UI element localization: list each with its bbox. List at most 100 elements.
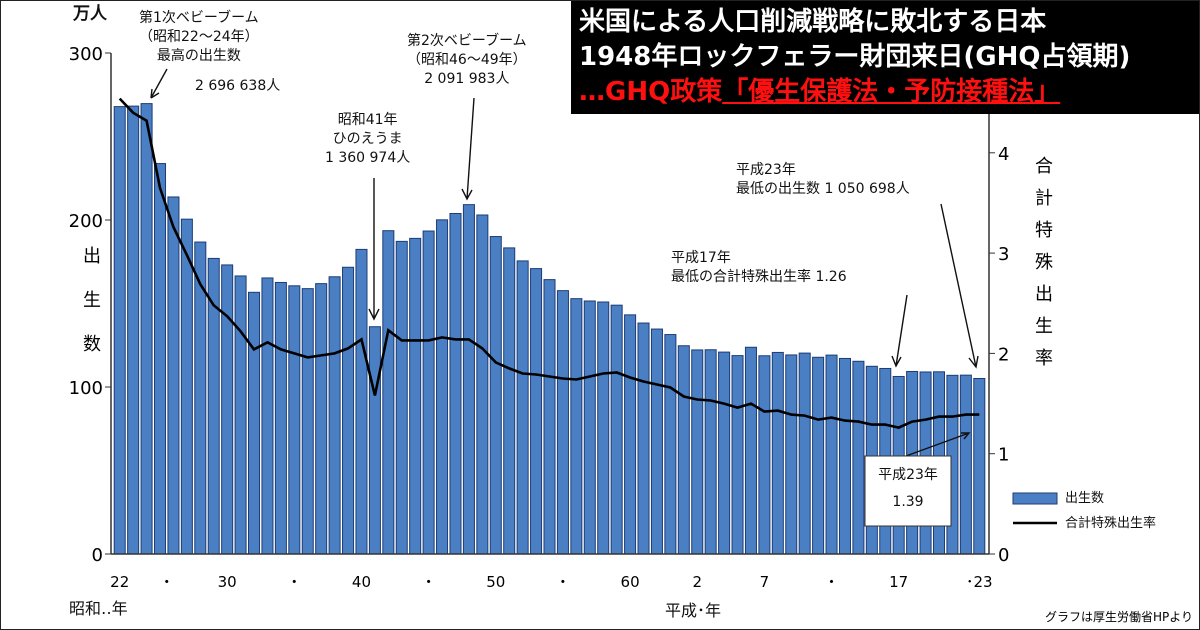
annotation-boom1-value: 2 696 638人 [195, 78, 281, 94]
bar-1947 [113, 106, 126, 555]
callout-text: 平成23年 1.39 [865, 466, 951, 512]
bar-1965 [355, 248, 368, 555]
y2-axis-label-char: 生 [1035, 316, 1053, 337]
bar-1995 [758, 355, 771, 555]
bar-1950 [153, 163, 167, 555]
bar-1970 [422, 230, 435, 555]
annotation-text: 平成23年 [736, 162, 796, 178]
bar-1958 [261, 277, 274, 555]
bar-1980 [556, 290, 569, 555]
bar-1954 [207, 257, 220, 555]
y2-axis-label-char: 計 [1035, 188, 1053, 209]
bar-1996 [771, 351, 784, 555]
bar-1969 [409, 237, 422, 555]
bar-2011 [973, 377, 986, 555]
y2-axis-label-char: 率 [1035, 348, 1053, 369]
annotation-h23: 平成23年 最低の出生数 1 050 698人 [736, 161, 910, 199]
bar-2000 [825, 354, 838, 555]
x-tick-label: ・ [824, 573, 839, 591]
bar-1991 [704, 349, 717, 555]
annotation-text: 昭和41年 [337, 112, 398, 128]
annotation-text: 第1次ベビーブーム [139, 10, 259, 26]
bar-1979 [543, 279, 556, 555]
bar-1951 [167, 196, 180, 555]
headline-highlight: 「優生保護法・予防接種法」 [722, 77, 1061, 107]
bar-1967 [382, 230, 395, 555]
annotation-text: 平成17年 [671, 250, 731, 266]
y2-axis-label-char: 出 [1035, 284, 1053, 305]
bar-1982 [583, 300, 596, 555]
annotation-text: （昭和22～24年） [139, 29, 259, 45]
bar-1975 [489, 236, 502, 555]
bar-1964 [342, 266, 355, 555]
bar-1966 [368, 326, 381, 555]
y-tick-label: 300 [69, 44, 103, 65]
bar-1988 [664, 334, 677, 555]
y2-axis-label-char: 殊 [1035, 252, 1053, 273]
headline-line-2: 1948年ロックフェラー財団来日(GHQ占領期) [579, 42, 1131, 72]
x-label-heisei: 平成･年 [665, 601, 722, 620]
y2-axis-label-char: 特 [1035, 220, 1053, 241]
x-tick-label: ・ [555, 573, 570, 591]
bar-1990 [691, 349, 704, 555]
y-unit-label: 万人 [73, 4, 107, 24]
bar-2001 [838, 357, 851, 555]
bar-1999 [812, 356, 825, 555]
annotation-text: 第2次ベビーブーム [407, 33, 527, 49]
legend-line-label: 合計特殊出生率 [1065, 516, 1157, 531]
y-axis-label: 出生数 [81, 241, 103, 373]
y2-axis-label-char: 合 [1035, 156, 1053, 177]
bar-1948 [127, 105, 140, 555]
x-tick-label: ･23 [966, 573, 993, 591]
bar-1993 [731, 355, 744, 555]
bar-1973 [462, 204, 475, 555]
legend-bar-label: 出生数 [1065, 491, 1105, 506]
y-tick-label: 0 [92, 545, 103, 566]
bar-1971 [436, 219, 449, 555]
bar-1994 [744, 346, 757, 555]
bar-1962 [315, 283, 328, 555]
bar-1963 [328, 276, 341, 555]
y2-tick-label: 3 [998, 244, 1009, 265]
callout-pointer [905, 432, 971, 457]
y-axis-label-char: 出 [83, 246, 101, 267]
x-tick-label: 22 [110, 573, 129, 591]
y2-tick-label: 0 [998, 545, 1009, 566]
annotation-h17: 平成17年 最低の合計特殊出生率 1.26 [671, 249, 847, 287]
bar-1955 [221, 264, 234, 555]
annotation-text: 最低の合計特殊出生率 1.26 [671, 269, 847, 285]
bar-1957 [248, 291, 261, 555]
y2-axis-label: 合計特殊出生率 [1033, 151, 1055, 375]
arrow-boom2 [461, 97, 475, 201]
headline-box: 米国による人口削減戦略に敗北する日本 1948年ロックフェラー財団来日(GHQ占… [571, 1, 1199, 114]
y2-tick-label: 2 [998, 344, 1009, 365]
bar-1977 [516, 260, 529, 555]
arrow-h17 [891, 294, 908, 368]
annotation-text: 最低の出生数 1 050 698人 [736, 181, 910, 197]
x-tick-label: 60 [621, 573, 640, 591]
x-tick-label: ・ [421, 573, 436, 591]
headline-line-1: 米国による人口削減戦略に敗北する日本 [579, 7, 1047, 37]
annotation-text: 1 360 974人 [325, 150, 411, 166]
bar-2002 [852, 360, 865, 555]
annotation-text: ひのえうま [332, 131, 403, 147]
callout-box [864, 455, 952, 527]
bar-1984 [610, 304, 623, 555]
annotation-text: （昭和46～49年） [407, 52, 527, 68]
x-tick-label: 2 [692, 573, 702, 591]
bar-1978 [530, 268, 543, 555]
x-tick-label: 50 [486, 573, 505, 591]
arrow-hinoe [368, 178, 380, 321]
bar-1983 [597, 301, 610, 555]
x-tick-label: 17 [889, 573, 908, 591]
bar-1960 [288, 285, 301, 555]
annotation-hinoe: 昭和41年 ひのえうま 1 360 974人 [325, 111, 410, 168]
x-tick-label: 30 [218, 573, 237, 591]
bar-1974 [476, 214, 489, 555]
headline-line-3: …GHQ政策「優生保護法・予防接種法」 [579, 75, 1199, 110]
headline-prefix: …GHQ政策 [579, 77, 723, 107]
bar-1952 [180, 218, 193, 555]
bar-1998 [798, 352, 811, 555]
